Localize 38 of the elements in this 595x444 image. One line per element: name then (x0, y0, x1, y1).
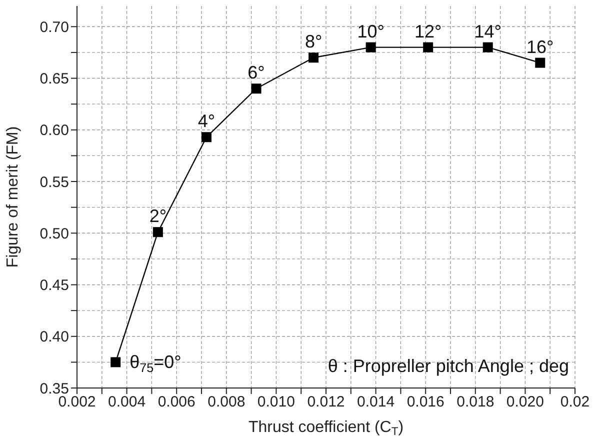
annotation: 12° (414, 21, 442, 42)
point (423, 42, 434, 52)
point (482, 42, 493, 52)
annotation: 8° (304, 32, 322, 52)
point (535, 58, 546, 68)
point (366, 42, 376, 52)
annotation: 16° (526, 36, 554, 57)
y-tick-label: 0.70 (40, 18, 69, 36)
x-tick-label: 0.020 (506, 394, 544, 411)
annotation: θ : Propreller pitch Angle ; deg (328, 356, 569, 376)
point (152, 227, 163, 238)
point (201, 132, 212, 142)
x-tick-label: 0.006 (158, 394, 196, 411)
x-tick-label: 0.012 (307, 394, 345, 411)
annotation: 4° (198, 111, 216, 132)
annotation: 6° (248, 62, 265, 83)
point (110, 357, 121, 368)
annotation: θ$_{75}$=0° (130, 352, 182, 376)
x-tick-label: 0.02 (560, 394, 590, 411)
x-axis-title: Thrust coefficient (C$_{T}$) (248, 419, 404, 438)
y-axis-title: Figure of merit (FM) (4, 126, 22, 268)
y-tick-label: 0.50 (40, 225, 69, 242)
x-tick-label: 0.016 (406, 394, 444, 411)
x-tick-label: 0.014 (357, 394, 395, 411)
annotation: 10° (357, 21, 384, 42)
x-tick-label: 0.018 (456, 394, 494, 411)
annotation: 2° (149, 206, 167, 226)
x-tick-label: 0.008 (208, 394, 246, 411)
x-tick-label: 0.010 (257, 394, 295, 411)
x-tick-label: 0.004 (108, 394, 146, 411)
y-tick-label: 0.55 (40, 174, 69, 191)
y-tick-label: 0.65 (40, 70, 69, 88)
y-tick-label: 0.40 (40, 328, 69, 346)
y-tick-label: 0.45 (40, 277, 69, 294)
point (308, 52, 319, 63)
y-tick-label: 0.60 (40, 122, 69, 140)
point (251, 84, 262, 94)
annotation: 14° (474, 21, 502, 42)
